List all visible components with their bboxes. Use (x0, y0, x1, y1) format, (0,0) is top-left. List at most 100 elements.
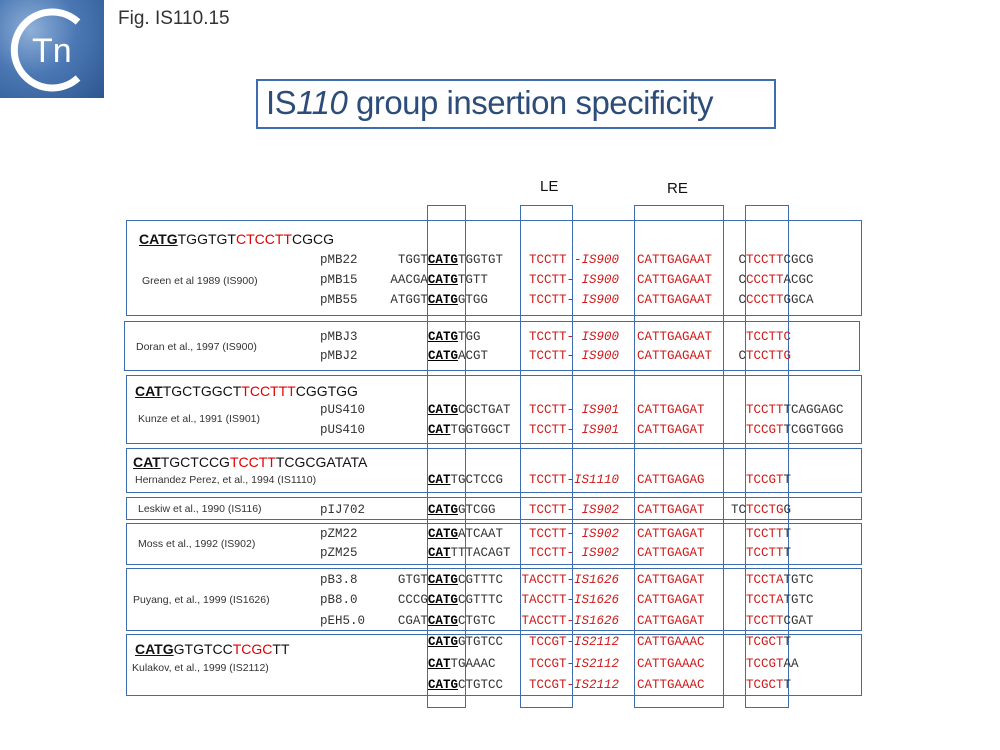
right-end-sequence: CATTGAGAAT (637, 293, 713, 307)
is-element-name: IS902 (581, 546, 620, 560)
target-site: CATG (428, 527, 459, 541)
header-seq-kulakov: CATGGTGTCCTCGCTT (135, 641, 290, 657)
separator: - (566, 527, 582, 541)
group-frame-kulakov (126, 634, 862, 696)
post-duplication: CGCG (783, 253, 814, 267)
le-bases: TCCTT (529, 293, 567, 307)
plasmid-name: pMB55 (320, 293, 358, 307)
left-end-sequence: TCCTT- IS902 (529, 527, 619, 541)
downstream-sequence: GTGTCC (458, 635, 504, 649)
target-site: CATG (427, 614, 458, 628)
is-element-name: IS2112 (574, 657, 620, 671)
target-site: CATG (427, 573, 458, 587)
le-bases: TCCTT (529, 527, 567, 541)
right-end-sequence: CATTGAAAC (637, 635, 705, 649)
le-bases: TCCGT (529, 657, 567, 671)
duplication-sequence: TCCGTT (746, 473, 791, 487)
figure-label: Fig. IS110.15 (118, 8, 230, 29)
target-site: CATG (428, 349, 459, 363)
duplicated-bases: TCCGT (746, 657, 784, 671)
flank-sequence: CCCG (397, 593, 428, 607)
duplication-sequence: TCCGTAA (746, 657, 799, 671)
right-end-sequence: CATTGAGAAT (637, 330, 713, 344)
left-end-sequence: TCCTT- IS900 (529, 330, 619, 344)
is-element-name: IS901 (581, 423, 620, 437)
duplicated-bases: TCCTA (746, 573, 784, 587)
plasmid-name: pUS410 (320, 403, 366, 417)
duplicated-bases: TCCTT (746, 527, 784, 541)
separator: - (566, 403, 582, 417)
left-end-sequence: TCCGT-IS2112 (529, 657, 619, 671)
title-italic: 110 (296, 84, 348, 121)
reference-puyang: Puyang, et al., 1999 (IS1626) (133, 594, 270, 606)
is-element-name: IS1626 (574, 614, 620, 628)
plasmid-name: pZM22 (320, 527, 358, 541)
duplication-column (745, 205, 789, 708)
left-end-sequence: TACCTT-IS1626 (521, 614, 619, 628)
target-sequence: CATGATCAAT (428, 527, 503, 541)
separator: - (566, 503, 582, 517)
le-bases: TCCTT (529, 546, 567, 560)
duplication-sequence: TCCTATGTC (746, 593, 814, 607)
le-bases: TCCGT (529, 635, 567, 649)
group-frame-moss (126, 523, 862, 565)
separator: - (566, 273, 582, 287)
target-site: CATG (427, 253, 458, 267)
right-end-sequence: CATTGAAAC (637, 678, 705, 692)
plasmid-name: pUS410 (320, 423, 366, 437)
target-site: CATG (427, 293, 458, 307)
downstream-sequence: TGGTGT (457, 253, 503, 267)
right-end-sequence: CATTGAGAT (637, 503, 705, 517)
post-duplication: AA (783, 657, 799, 671)
right-end-sequence: CATTGAGAT (637, 614, 705, 628)
header-red: TCCTT (229, 454, 276, 470)
downstream-sequence: TGGTGGCT (450, 423, 511, 437)
header-plain: GTGTCC (173, 641, 233, 657)
post-duplication: CGAT (783, 614, 814, 628)
target-sequence: CGATCATGCTGTC (398, 614, 496, 628)
le-bases: TCCTT (529, 273, 567, 287)
re-label: RE (667, 180, 688, 197)
flank-sequence: GTGT (397, 573, 428, 587)
title-suffix: group insertion specificity (347, 84, 714, 121)
duplicated-bases: TCGCT (746, 635, 784, 649)
target-site: CAT (428, 423, 451, 437)
is-element-name: IS1110 (574, 473, 620, 487)
target-site-column (427, 205, 466, 708)
le-bases: TACCTT (521, 593, 567, 607)
target-sequence: CATGGTCGG (428, 503, 496, 517)
le-bases: TCCTT (529, 473, 567, 487)
duplication-sequence: TCGCTT (746, 678, 791, 692)
right-end-sequence: CATTGAGAT (637, 527, 705, 541)
post-duplication: TGTC (783, 573, 814, 587)
downstream-sequence: CGTTTC (457, 593, 503, 607)
le-bases: TCCTT (529, 403, 567, 417)
le-bases: TCCGT (529, 678, 567, 692)
duplicated-bases: TCCTT (745, 253, 784, 267)
separator: - (566, 473, 575, 487)
plasmid-name: pMB15 (320, 273, 358, 287)
header-site: CATG (135, 641, 174, 657)
target-site: CATG (428, 678, 459, 692)
left-end-sequence: TCCTT- IS901 (529, 403, 619, 417)
tn-logo: Tn (0, 0, 104, 98)
duplication-sequence: TCCTTTCAGGAGC (746, 403, 844, 417)
target-site: CAT (428, 473, 451, 487)
plasmid-name: pB8.0 (320, 593, 358, 607)
reference-kunze: Kunze et al., 1991 (IS901) (138, 413, 260, 425)
left-end-sequence: TCCTT- IS900 (529, 293, 619, 307)
downstream-sequence: CTGTCC (458, 678, 504, 692)
reference-hernandez: Hernandez Perez, et al., 1994 (IS1110) (135, 474, 317, 486)
group-frame-hernandez (126, 448, 862, 493)
header-red: TCGC (232, 641, 273, 657)
duplicated-bases: TCCGT (746, 473, 784, 487)
pre-duplication: C (738, 293, 746, 307)
post-duplication: GGCA (783, 293, 814, 307)
separator: - (566, 349, 582, 363)
plasmid-name: pB3.8 (320, 573, 358, 587)
le-bases: TCCTT (529, 423, 567, 437)
re-column (634, 205, 724, 708)
target-site: CATG (428, 503, 459, 517)
le-bases: TCCTT (529, 349, 567, 363)
target-sequence: CATGTGG (428, 330, 481, 344)
